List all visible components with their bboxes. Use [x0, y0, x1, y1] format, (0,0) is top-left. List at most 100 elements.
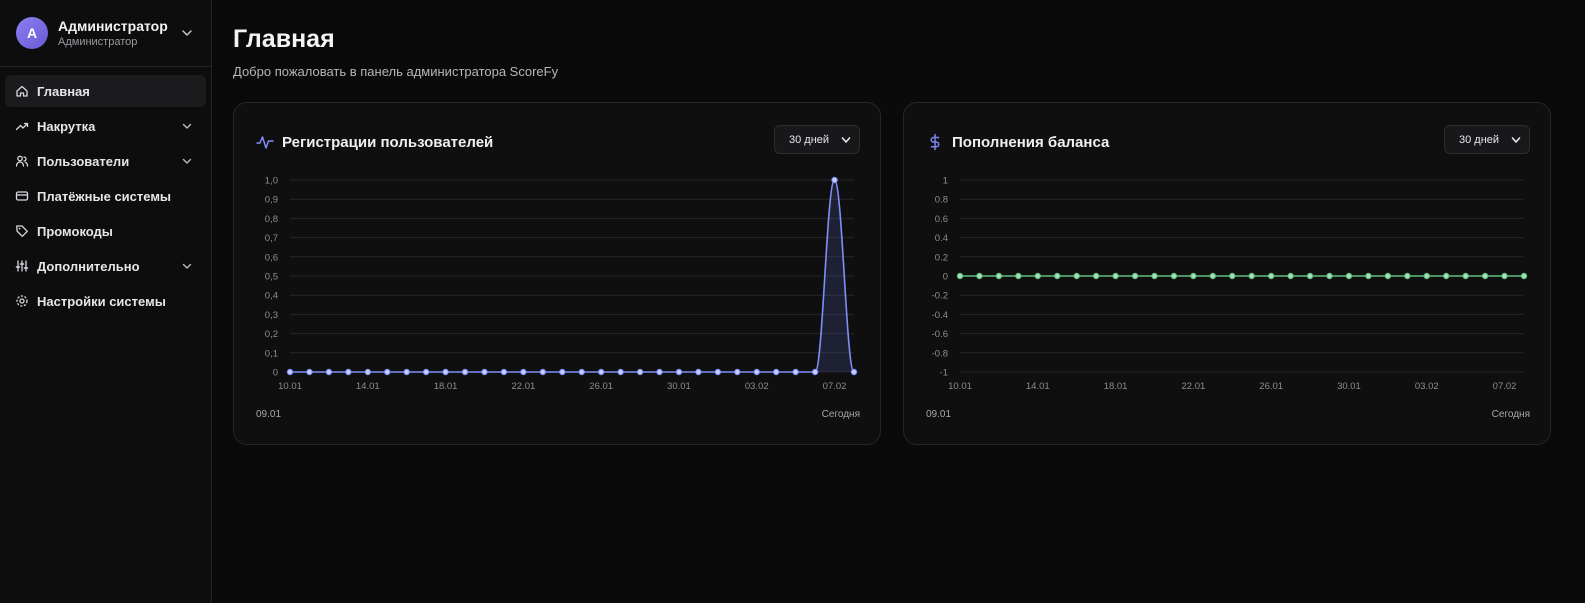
period-select[interactable]: 30 дней: [774, 125, 860, 154]
y-tick-label: 1,0: [265, 176, 278, 187]
balance-chart: -1 -0.8 -0.6 -0.4 -0.2 0 0.2 0.4 0.6 0.8 1 10.01 14.…: [932, 176, 1528, 392]
sidebar-item-users[interactable]: Пользователи: [5, 145, 206, 177]
data-point: [1034, 272, 1041, 280]
x-tick-label: 03.02: [745, 381, 769, 392]
x-tick-label: 26.01: [1259, 381, 1283, 392]
data-point: [306, 368, 313, 376]
data-point: [1462, 272, 1469, 280]
chevron-down-icon: [841, 137, 851, 143]
data-point: [500, 368, 508, 376]
card-title: Регистрации пользователей: [282, 133, 494, 151]
data-point: [956, 272, 964, 280]
dollar-icon: [930, 133, 940, 151]
tag-icon: [16, 225, 28, 237]
data-point: [481, 368, 488, 376]
data-point: [286, 368, 294, 376]
data-point: [403, 368, 410, 376]
chevron-down-icon[interactable]: [181, 27, 193, 39]
y-tick-label: 0.8: [935, 195, 948, 206]
data-point: [976, 272, 983, 280]
x-tick-label: 22.01: [511, 381, 535, 392]
data-point: [792, 368, 799, 376]
y-tick-label: -0.6: [932, 329, 948, 340]
sidebar-item-boost[interactable]: Накрутка: [5, 110, 206, 142]
data-point: [811, 368, 819, 376]
data-point: [1345, 272, 1353, 280]
data-point: [1306, 272, 1314, 280]
sidebar-item-label: Промокоды: [37, 223, 113, 239]
x-tick-label: 14.01: [356, 381, 380, 392]
x-tick-label: 10.01: [278, 381, 302, 392]
y-tick-label: 0,2: [265, 329, 278, 340]
sidebar-item-additional[interactable]: Дополнительно: [5, 250, 206, 282]
sidebar: А Администратор Администратор Главная Нак…: [0, 0, 212, 603]
y-tick-label: 0,5: [265, 272, 278, 283]
user-profile-menu[interactable]: А Администратор Администратор: [0, 0, 211, 67]
data-point: [345, 368, 352, 376]
credit-card-icon: [15, 191, 29, 201]
chevron-down-icon[interactable]: [181, 120, 193, 132]
y-tick-label: -0.4: [932, 310, 948, 321]
data-point: [578, 368, 585, 376]
x-tick-label: 30.01: [667, 381, 691, 392]
y-tick-label: 0,1: [265, 348, 278, 359]
sidebar-item-home[interactable]: Главная: [5, 75, 206, 107]
y-tick-label: 1: [943, 176, 948, 187]
x-tick-label: 10.01: [948, 381, 972, 392]
data-point: [1073, 272, 1080, 280]
data-point: [384, 368, 391, 376]
y-tick-label: 0,9: [265, 195, 278, 206]
data-point: [1267, 272, 1275, 280]
x-tick-label: 30.01: [1337, 381, 1361, 392]
data-point: [773, 368, 780, 376]
data-point: [617, 368, 624, 376]
x-tick-label: 14.01: [1026, 381, 1050, 392]
users-icon: [15, 155, 29, 167]
data-point: [1092, 272, 1100, 280]
x-tick-label: 26.01: [589, 381, 613, 392]
data-point: [1520, 272, 1528, 280]
sliders-icon: [15, 260, 29, 272]
data-point: [1384, 272, 1392, 280]
sidebar-item-label: Платёжные системы: [37, 188, 172, 204]
sidebar-item-system-settings[interactable]: Настройки системы: [5, 285, 206, 317]
sidebar-item-payment-systems[interactable]: Платёжные системы: [5, 180, 206, 212]
y-tick-label: -1: [940, 368, 948, 379]
sidebar-item-label: Дополнительно: [37, 258, 140, 274]
y-tick-label: 0.6: [935, 214, 948, 225]
chevron-down-icon[interactable]: [181, 260, 193, 272]
data-point: [714, 368, 722, 376]
y-tick-label: 0.2: [935, 252, 948, 263]
y-tick-label: 0,8: [265, 214, 278, 225]
data-point: [1501, 272, 1508, 280]
data-point: [1481, 272, 1489, 280]
data-point: [1229, 272, 1236, 280]
y-tick-label: 0.4: [935, 233, 948, 244]
gear-icon: [16, 295, 28, 307]
registrations-card: Регистрации пользователей 30 дней 0 0,1 0,…: [233, 102, 881, 445]
sidebar-item-label: Пользователи: [37, 153, 130, 169]
data-point: [1170, 272, 1178, 280]
data-point: [831, 176, 838, 184]
data-point: [539, 368, 547, 376]
y-tick-label: 0,3: [265, 310, 278, 321]
data-point: [1443, 272, 1450, 280]
y-tick-label: 0: [943, 272, 948, 283]
chevron-down-icon[interactable]: [181, 155, 193, 167]
x-tick-label: 07.02: [1493, 381, 1517, 392]
page-subtitle: Добро пожаловать в панель администратора…: [233, 64, 559, 79]
sidebar-item-promocodes[interactable]: Промокоды: [5, 215, 206, 247]
period-select-value: 30 дней: [1459, 133, 1500, 146]
data-point: [442, 368, 449, 376]
x-tick-label: 22.01: [1181, 381, 1205, 392]
x-tick-label: 07.02: [823, 381, 847, 392]
period-select[interactable]: 30 дней: [1444, 125, 1530, 154]
y-tick-label: 0,7: [265, 233, 278, 244]
data-point: [422, 368, 430, 376]
x-tick-label: 18.01: [434, 381, 458, 392]
data-point: [325, 368, 333, 376]
data-point: [1054, 272, 1061, 280]
data-point: [1112, 272, 1119, 280]
y-tick-label: -0.2: [932, 291, 948, 302]
range-start-label: 09.01: [256, 409, 282, 420]
